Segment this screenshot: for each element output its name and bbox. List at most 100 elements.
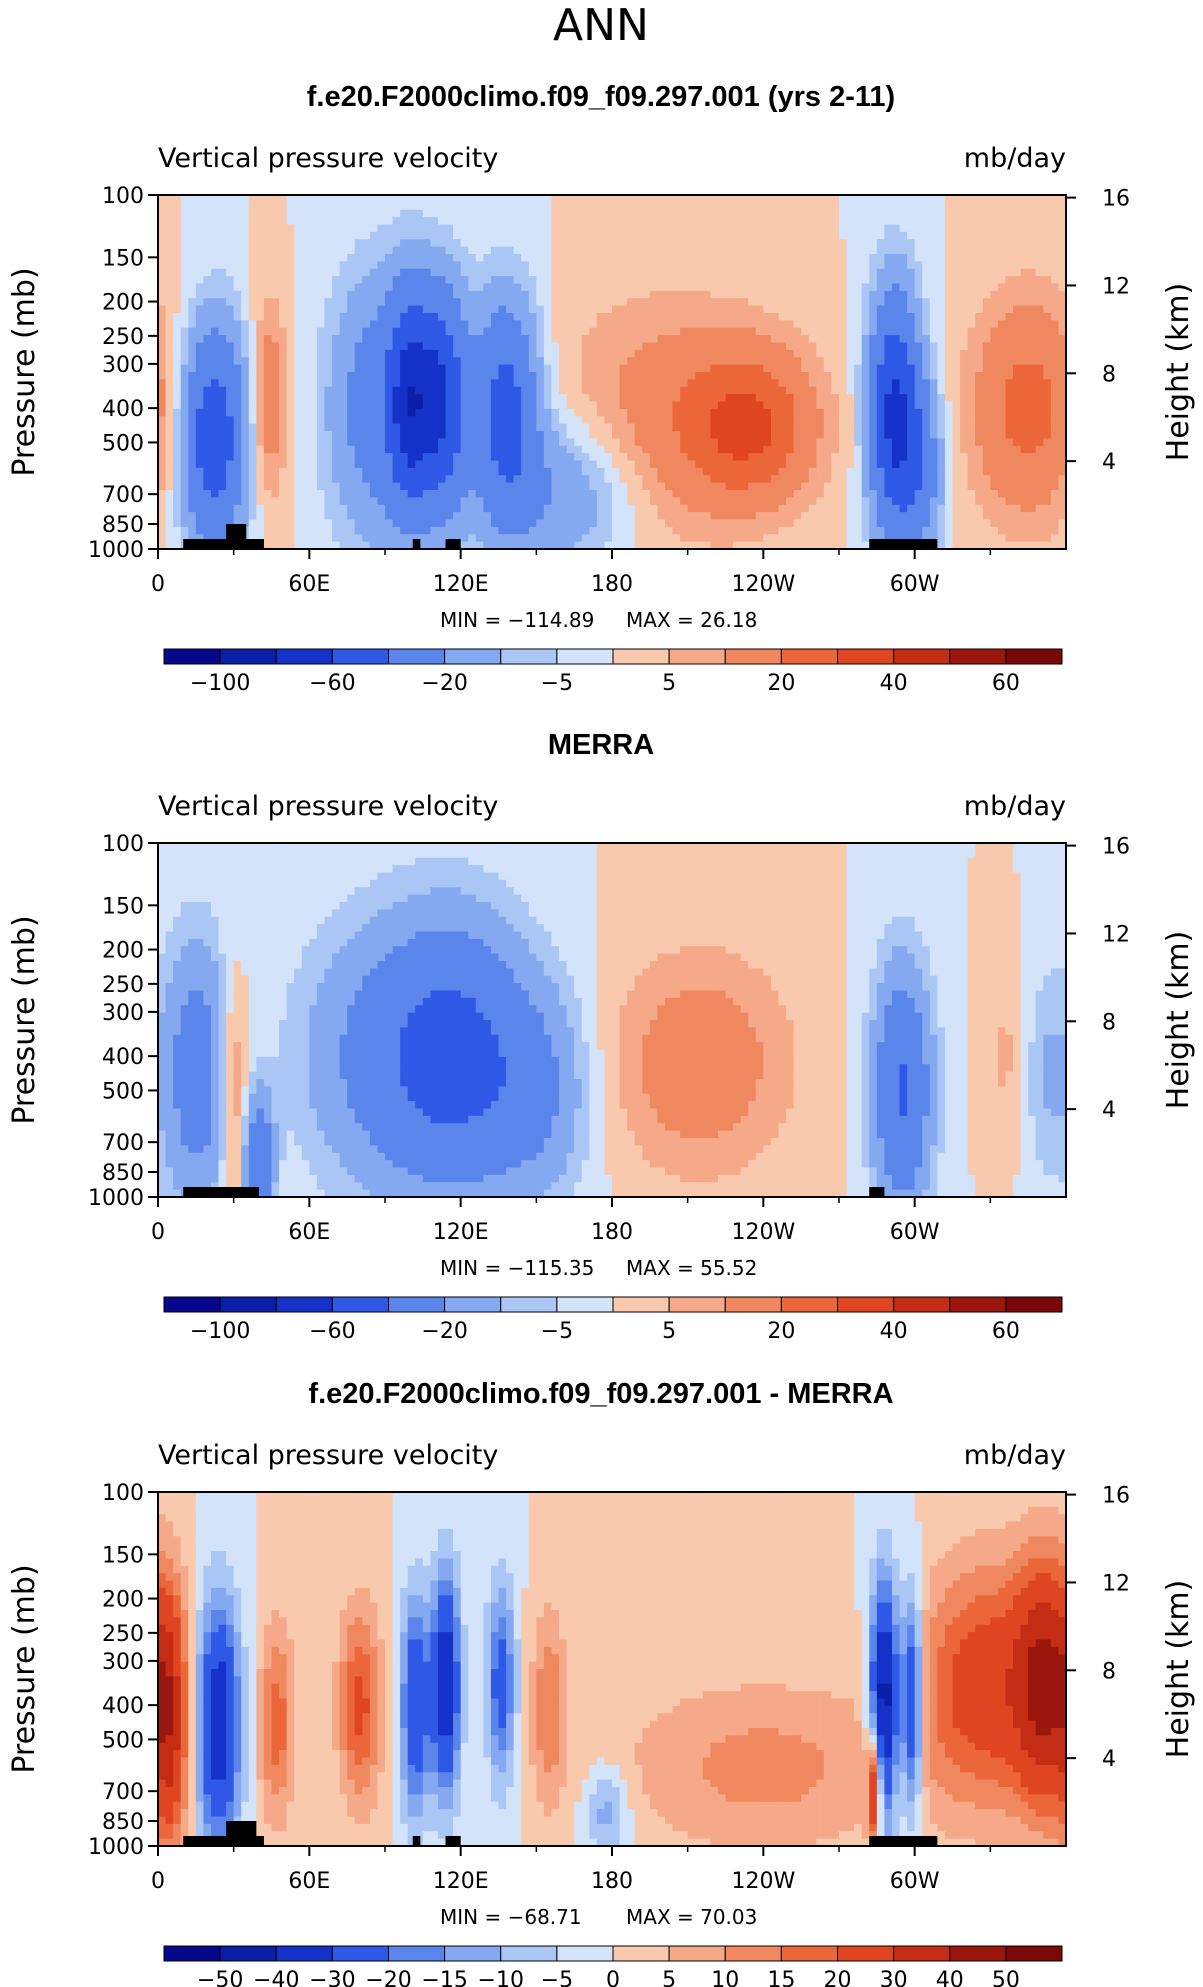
field-cell <box>1013 209 1022 218</box>
field-cell <box>453 475 462 484</box>
field-cell <box>173 276 182 285</box>
field-cell <box>226 394 235 403</box>
field-cell <box>717 372 727 380</box>
field-cell <box>241 475 250 484</box>
field-cell <box>952 320 961 329</box>
field-cell <box>1028 423 1037 432</box>
field-cell <box>937 342 946 351</box>
field-cell <box>543 313 553 321</box>
field-cell <box>551 195 560 203</box>
field-cell <box>203 202 212 211</box>
field-cell <box>536 298 545 307</box>
field-cell <box>634 231 643 240</box>
field-cell <box>967 224 976 233</box>
field-cell <box>173 261 182 270</box>
field-cell <box>430 372 439 380</box>
field-cell <box>203 283 212 292</box>
field-cell <box>309 445 318 454</box>
field-cell <box>861 349 870 358</box>
field-cell <box>233 364 242 373</box>
field-cell <box>1050 305 1060 314</box>
field-cell <box>748 246 757 255</box>
field-cell <box>437 313 447 321</box>
field-cell <box>377 209 386 218</box>
field-cell <box>422 423 431 432</box>
field-cell <box>309 408 318 417</box>
field-cell <box>233 431 242 439</box>
field-cell <box>846 290 855 299</box>
field-cell <box>233 482 242 491</box>
field-cell <box>596 276 606 285</box>
field-cell <box>733 209 742 218</box>
field-cell <box>854 364 863 373</box>
field-cell <box>975 431 984 439</box>
field-cell <box>634 408 643 417</box>
field-cell <box>687 460 696 469</box>
field-cell <box>475 394 484 403</box>
field-cell <box>528 482 537 491</box>
field-cell <box>316 320 326 329</box>
field-cell <box>294 364 303 373</box>
field-cell <box>392 305 401 314</box>
field-cell <box>286 335 295 344</box>
field-cell <box>498 394 507 403</box>
field-cell <box>1028 195 1037 203</box>
field-cell <box>279 246 288 255</box>
field-cell <box>309 467 318 476</box>
field-cell <box>899 320 908 329</box>
field-cell <box>445 283 454 292</box>
field-cell <box>437 268 447 277</box>
field-cell <box>158 254 167 262</box>
field-cell <box>982 453 991 462</box>
field-cell <box>279 460 288 469</box>
field-cell <box>634 298 643 307</box>
field-cell <box>907 423 916 432</box>
field-cell <box>263 364 273 373</box>
field-cell <box>263 202 273 211</box>
field-cell <box>1058 217 1067 226</box>
units-label: mb/day <box>964 143 1066 174</box>
field-cell <box>158 209 167 218</box>
field-cell <box>551 224 560 233</box>
field-cell <box>861 445 870 454</box>
field-cell <box>445 209 454 218</box>
field-cell <box>445 261 454 270</box>
field-cell <box>1005 408 1014 417</box>
field-cell <box>733 217 742 226</box>
field-cell <box>975 394 984 403</box>
field-cell <box>657 335 666 344</box>
field-cell <box>642 460 651 469</box>
field-cell <box>490 445 500 454</box>
field-cell <box>997 283 1007 292</box>
field-cell <box>332 268 341 277</box>
field-cell <box>551 460 560 469</box>
field-cell <box>740 475 749 484</box>
field-cell <box>854 460 863 469</box>
field-cell <box>316 305 326 314</box>
field-cell <box>604 357 613 366</box>
field-cell <box>483 490 492 498</box>
field-cell <box>1028 239 1037 248</box>
field-cell <box>612 349 621 358</box>
field-cell <box>884 195 893 203</box>
field-cell <box>808 298 817 307</box>
field-cell <box>301 320 310 329</box>
field-cell <box>362 482 371 491</box>
field-cell <box>914 475 923 484</box>
field-cell <box>778 460 787 469</box>
field-cell <box>596 209 606 218</box>
field-cell <box>733 246 742 255</box>
field-cell <box>786 231 795 240</box>
field-cell <box>687 209 696 218</box>
field-cell <box>725 224 734 233</box>
field-cell <box>854 327 863 336</box>
field-cell <box>770 202 780 211</box>
field-cell <box>1005 327 1014 336</box>
field-cell <box>263 261 273 270</box>
field-cell <box>521 231 530 240</box>
field-cell <box>490 475 500 484</box>
field-cell <box>627 408 636 417</box>
field-cell <box>967 372 976 380</box>
field-cell <box>369 349 379 358</box>
field-cell <box>392 283 401 292</box>
